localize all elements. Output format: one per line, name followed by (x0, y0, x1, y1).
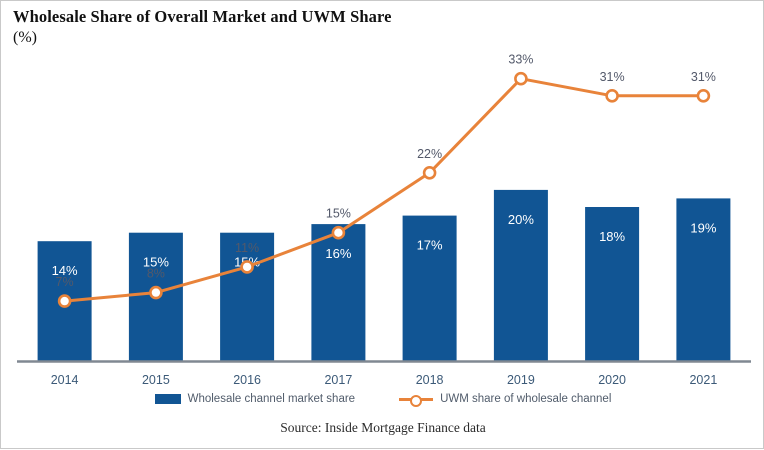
line-circle-marker-icon (399, 393, 434, 407)
x-axis-tick-labels: 2014 2015 2016 2017 2018 2019 2020 2021 (51, 373, 718, 387)
line-value-label-2019: 33% (508, 53, 533, 67)
bar-value-label-2017: 16% (325, 246, 351, 261)
bar-value-label-2018: 17% (417, 238, 443, 253)
line-value-label-2015: 8% (147, 267, 165, 281)
x-tick-2017: 2017 (324, 373, 352, 387)
x-tick-2018: 2018 (416, 373, 444, 387)
line-series-group: 7% 8% 11% 15% 22% 33% 31% 31% (56, 53, 716, 308)
bar-swatch-icon (154, 394, 181, 404)
line-marker-2018[interactable] (422, 166, 437, 180)
x-tick-2016: 2016 (233, 373, 261, 387)
bar-2016[interactable] (220, 232, 275, 361)
legend-label-bar-series: Wholesale channel market share (187, 393, 356, 405)
x-tick-2019: 2019 (507, 373, 535, 387)
line-value-label-2017: 15% (326, 207, 351, 221)
bar-2017[interactable] (311, 224, 366, 361)
line-marker-2020[interactable] (605, 89, 619, 103)
legend-label-line-series: UWM share of wholesale channel (440, 393, 612, 405)
line-marker-2015[interactable] (149, 285, 163, 300)
source-note: Source: Inside Mortgage Finance data (280, 420, 486, 435)
line-value-label-2021: 31% (691, 70, 716, 84)
bar-series-group: 14% 15% 15% 16% 17% 20% 18% 19% (37, 189, 731, 361)
line-value-label-2020: 31% (600, 70, 625, 84)
bar-2021[interactable] (676, 198, 731, 361)
line-value-label-2018: 22% (417, 147, 442, 161)
line-value-label-2014: 7% (56, 275, 74, 289)
bar-2019[interactable] (493, 189, 548, 361)
legend-item-bar-series[interactable]: Wholesale channel market share (154, 393, 356, 405)
x-tick-2015: 2015 (142, 373, 170, 387)
line-series-path (63, 77, 705, 303)
bar-value-label-2014: 14% (52, 263, 78, 278)
line-marker-2014[interactable] (57, 294, 72, 308)
chart-unit-label: (%) (13, 29, 37, 46)
chart-title-block: Wholesale Share of Overall Market and UW… (13, 7, 713, 47)
bar-2018[interactable] (402, 215, 457, 361)
bar-2020[interactable] (585, 207, 640, 361)
line-marker-2017[interactable] (331, 225, 346, 240)
bar-value-label-2020: 18% (599, 229, 625, 244)
bar-value-label-2019: 20% (508, 212, 534, 227)
bar-value-label-2021: 19% (690, 220, 716, 235)
x-tick-2014: 2014 (51, 373, 79, 387)
page-title: Wholesale Share of Overall Market and UW… (13, 7, 392, 26)
line-marker-2021[interactable] (696, 89, 711, 103)
line-marker-2019[interactable] (514, 71, 528, 86)
x-tick-2020: 2020 (598, 373, 626, 387)
line-value-label-2016: 11% (235, 241, 259, 255)
line-marker-2016[interactable] (240, 260, 254, 274)
x-tick-2021: 2021 (689, 373, 717, 387)
bar-value-label-2015: 15% (143, 255, 169, 270)
legend-item-line-series[interactable]: UWM share of wholesale channel (399, 393, 612, 407)
chart-legend: Wholesale channel market share UWM share… (1, 393, 764, 407)
